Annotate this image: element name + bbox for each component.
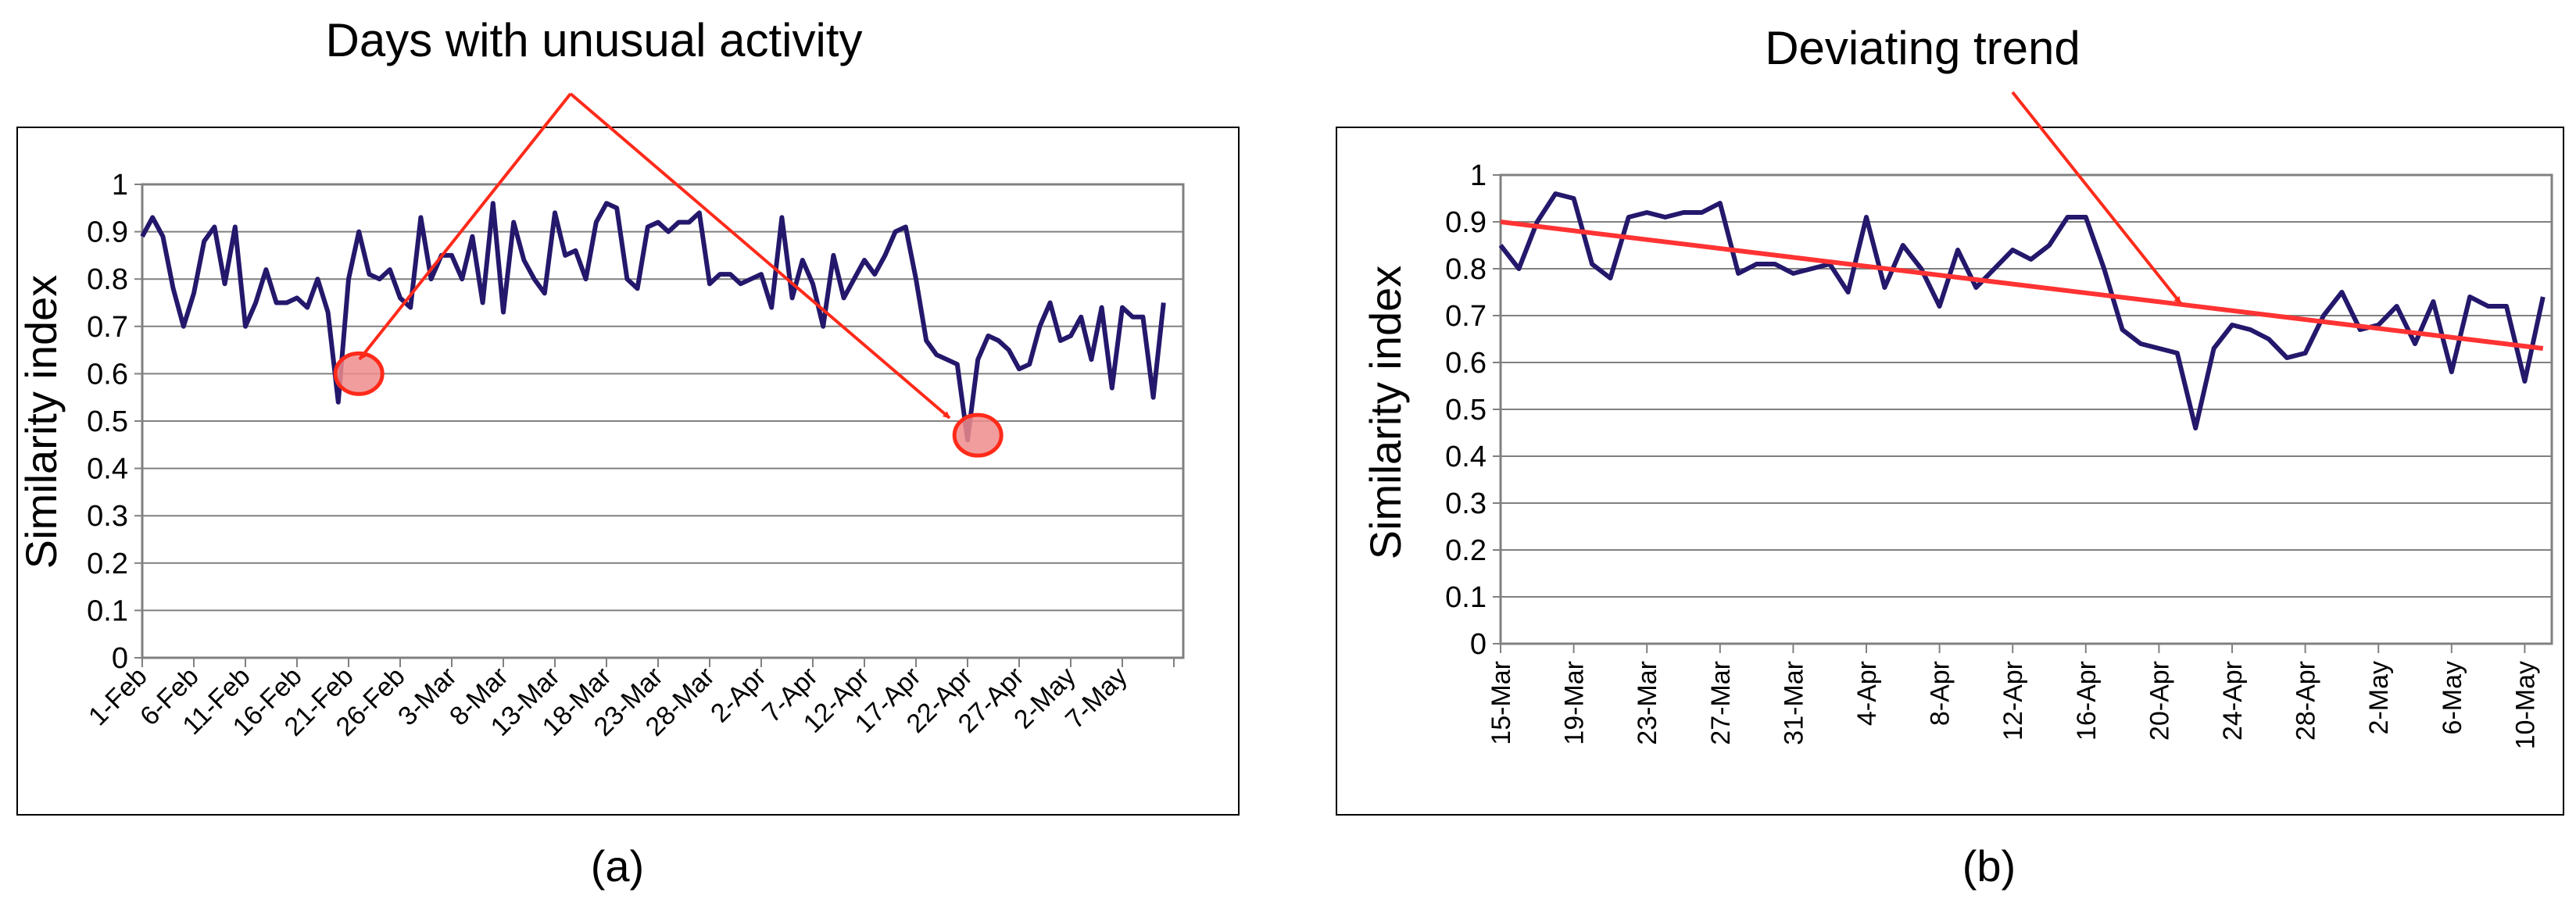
y-tick-label: 0 xyxy=(1470,628,1487,661)
y-tick-label: 0.8 xyxy=(87,263,128,296)
y-tick-label: 1 xyxy=(1470,159,1487,192)
panel-b: 0 0.1 0.2 0.3 0.4 0.5 0.6 0.7 0.8 0.9 1 15-Mar 19-M… xyxy=(1336,22,2564,891)
x-tick-label: 6-May xyxy=(2438,661,2467,734)
x-tick-label: 20-Apr xyxy=(2145,661,2174,741)
y-tick-label: 0.2 xyxy=(87,548,128,580)
y-tick-label: 0.9 xyxy=(1445,206,1487,239)
panel-a-caption: (a) xyxy=(591,841,644,891)
y-tick-label: 0.6 xyxy=(1445,347,1487,380)
panel-b-y-ticks: 0 0.1 0.2 0.3 0.4 0.5 0.6 0.7 0.8 0.9 1 xyxy=(1445,159,1501,661)
panel-a-highlight-markers xyxy=(333,351,1004,458)
panel-b-arrow xyxy=(2011,91,2182,305)
highlight-marker xyxy=(952,412,1004,458)
panel-a-annotation: Days with unusual activity xyxy=(326,14,863,66)
panel-a-arrow-left xyxy=(358,92,572,361)
y-tick-label: 0.2 xyxy=(1445,534,1487,567)
x-tick-label: 31-Mar xyxy=(1779,661,1809,745)
panel-b-caption: (b) xyxy=(1962,841,2016,891)
y-tick-label: 0.5 xyxy=(1445,394,1487,427)
x-tick-label: 4-Apr xyxy=(1852,661,1882,726)
panel-a-y-ticks: 0 0.1 0.2 0.3 0.4 0.5 0.6 0.7 0.8 0.9 1 xyxy=(87,169,142,675)
y-tick-label: 0.7 xyxy=(87,311,128,344)
panel-b-trend-line xyxy=(1500,220,2544,351)
y-tick-label: 0.1 xyxy=(87,594,128,627)
y-tick-label: 0.1 xyxy=(1445,581,1487,614)
x-tick-label: 2-May xyxy=(2364,661,2394,734)
y-tick-label: 0.3 xyxy=(87,500,128,533)
panel-a-series-line xyxy=(140,201,1166,443)
panel-a-arrow-right xyxy=(569,92,951,420)
panel-b-x-ticks: 15-Mar 19-Mar 23-Mar 27-Mar 31-Mar 4-Apr 8-Apr… xyxy=(1487,644,2540,749)
x-tick-label: 24-Apr xyxy=(2218,661,2248,741)
panel-b-gridlines xyxy=(1501,174,2552,644)
panel-b-y-axis-label: Similarity index xyxy=(1361,266,1410,560)
x-tick-label: 27-Mar xyxy=(1706,661,1736,745)
x-tick-label: 12-Apr xyxy=(1998,661,2028,741)
highlight-marker xyxy=(333,351,385,396)
y-tick-label: 0 xyxy=(112,642,128,675)
panel-b-annotation: Deviating trend xyxy=(1765,22,2080,74)
x-tick-label: 8-Apr xyxy=(1926,661,1955,726)
x-tick-label: 19-Mar xyxy=(1560,661,1590,745)
y-tick-label: 0.6 xyxy=(87,358,128,391)
y-tick-label: 0.5 xyxy=(87,405,128,438)
y-tick-label: 1 xyxy=(112,169,128,202)
y-tick-label: 0.7 xyxy=(1445,300,1487,333)
panel-a-gridlines xyxy=(142,184,1183,659)
x-tick-label: 15-Mar xyxy=(1487,661,1516,745)
y-tick-label: 0.9 xyxy=(87,216,128,249)
panel-a-y-axis-label: Similarity index xyxy=(16,275,66,569)
x-tick-label: 16-Apr xyxy=(2072,661,2102,741)
panel-a: 00.10.20.30.40.50.60.70.80.91 1-Feb6-Feb… xyxy=(16,14,1240,891)
y-tick-label: 0.3 xyxy=(1445,487,1487,520)
x-tick-label: 10-May xyxy=(2510,661,2540,749)
y-tick-label: 0.4 xyxy=(87,453,128,486)
y-tick-label: 0.4 xyxy=(1445,441,1487,473)
y-tick-label: 0.8 xyxy=(1445,253,1487,286)
x-tick-label: 28-Apr xyxy=(2292,661,2321,741)
x-tick-label: 23-Mar xyxy=(1633,661,1662,745)
